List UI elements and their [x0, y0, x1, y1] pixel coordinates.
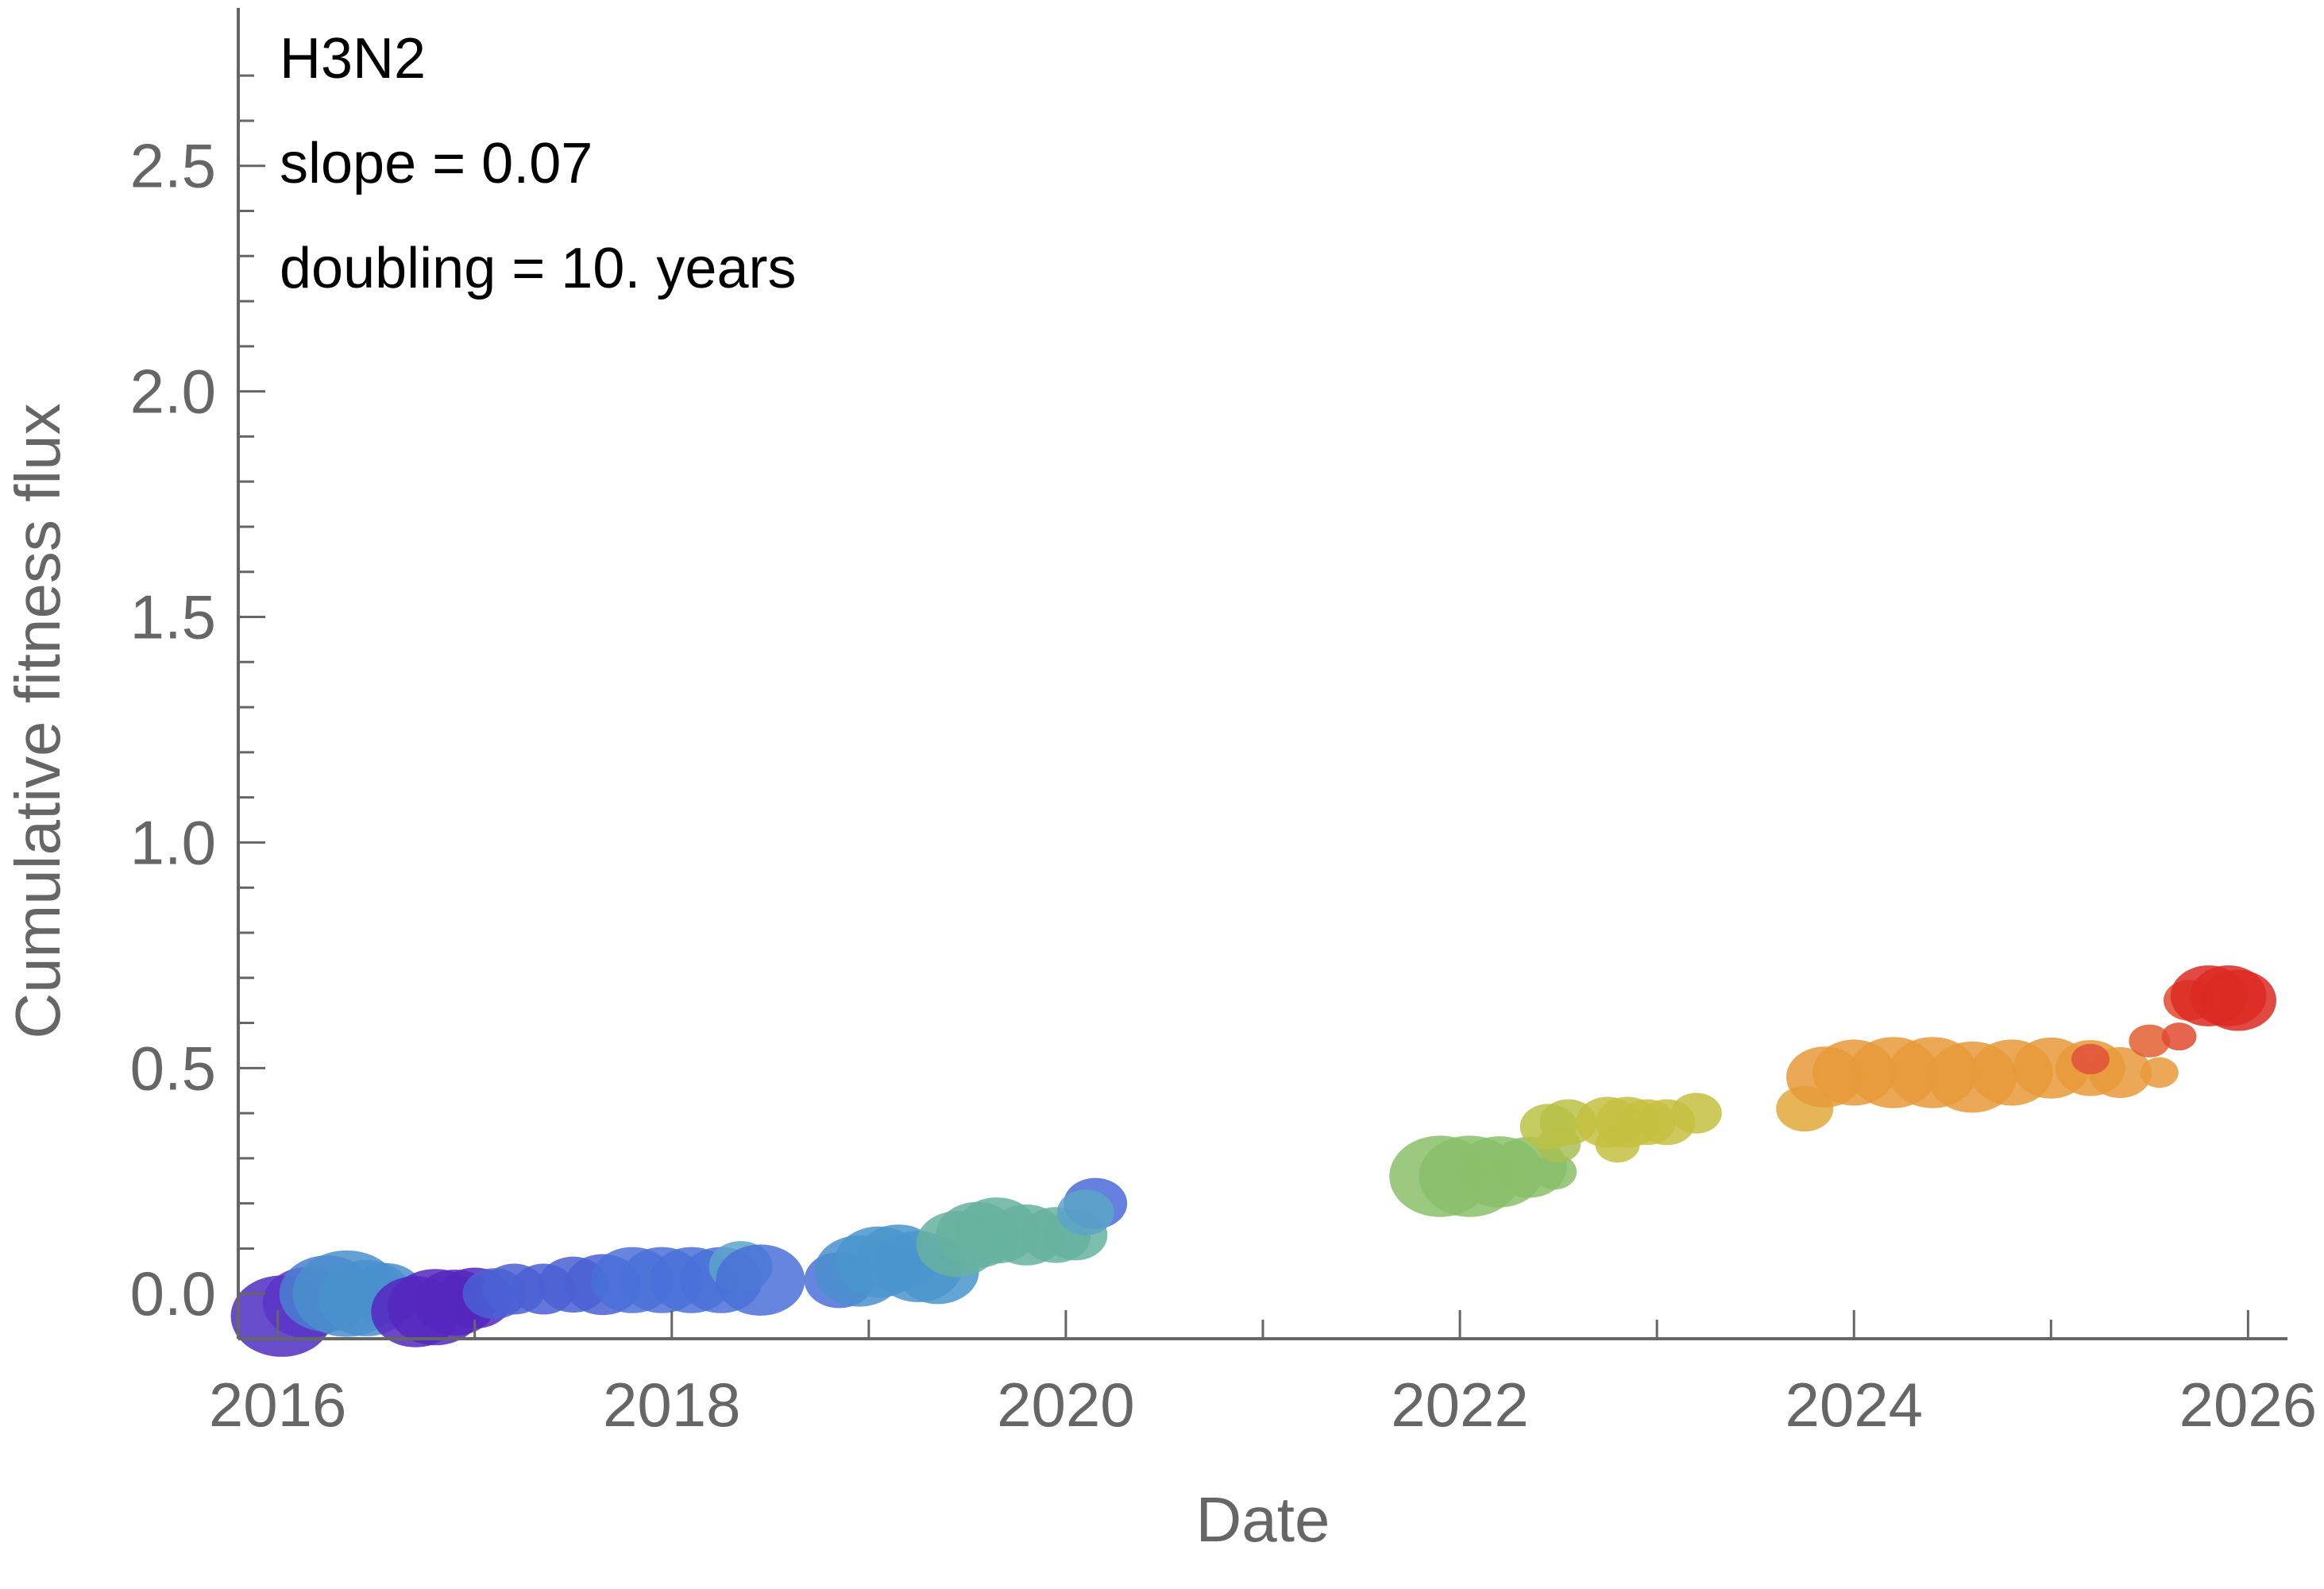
y-axis-ticks: 0.0 0.5 1.0 1.5 2.0 2.5 — [130, 74, 265, 1340]
y-axis-label: Cumulative fitness flux — [2, 403, 73, 1038]
annotation-doubling: doubling = 10. years — [280, 237, 796, 300]
data-point — [1532, 1154, 1577, 1190]
data-point — [2161, 1022, 2197, 1051]
data-point — [2140, 1057, 2179, 1088]
x-tick-label: 2018 — [603, 1370, 741, 1440]
data-point — [1670, 1092, 1722, 1134]
annotation-slope: slope = 0.07 — [280, 132, 593, 195]
x-tick-label: 2024 — [1785, 1370, 1923, 1440]
y-tick-label: 0.0 — [130, 1258, 216, 1328]
x-tick-label: 2026 — [2179, 1370, 2318, 1440]
data-point — [716, 1244, 805, 1316]
y-tick-label: 2.0 — [130, 357, 216, 427]
x-tick-label: 2020 — [997, 1370, 1135, 1440]
data-point — [1056, 1189, 1114, 1235]
x-tick-label: 2022 — [1391, 1370, 1529, 1440]
y-tick-label: 0.5 — [130, 1033, 216, 1103]
x-axis-label: Date — [1196, 1484, 1330, 1555]
y-tick-label: 1.5 — [130, 582, 216, 652]
x-axis-ticks: 2016 2018 2020 2022 2024 2026 — [209, 1310, 2317, 1440]
annotation-subtype: H3N2 — [280, 27, 426, 91]
x-tick-label: 2016 — [209, 1370, 347, 1440]
y-tick-label: 2.5 — [130, 131, 216, 201]
data-point — [1595, 1127, 1640, 1163]
data-point — [2071, 1043, 2110, 1075]
data-point — [2199, 969, 2276, 1031]
data-point — [2129, 1024, 2171, 1058]
y-tick-label: 1.0 — [130, 807, 216, 877]
data-points — [230, 965, 2276, 1357]
